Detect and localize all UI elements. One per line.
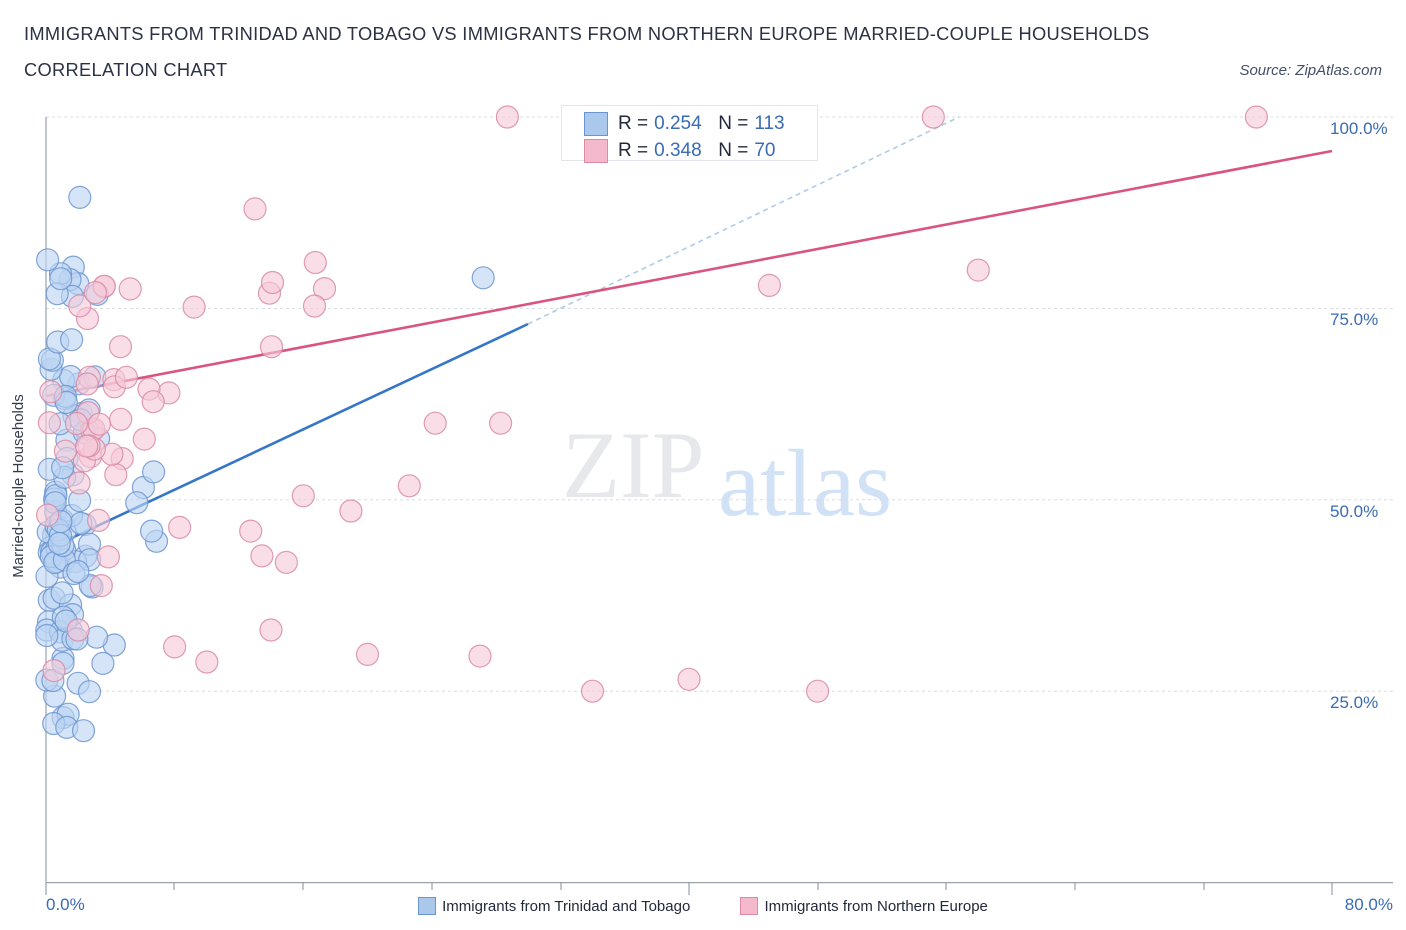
svg-text:100.0%: 100.0% bbox=[1330, 119, 1388, 138]
svg-text:75.0%: 75.0% bbox=[1330, 310, 1378, 329]
svg-text:25.0%: 25.0% bbox=[1330, 693, 1378, 712]
svg-text:50.0%: 50.0% bbox=[1330, 502, 1378, 521]
